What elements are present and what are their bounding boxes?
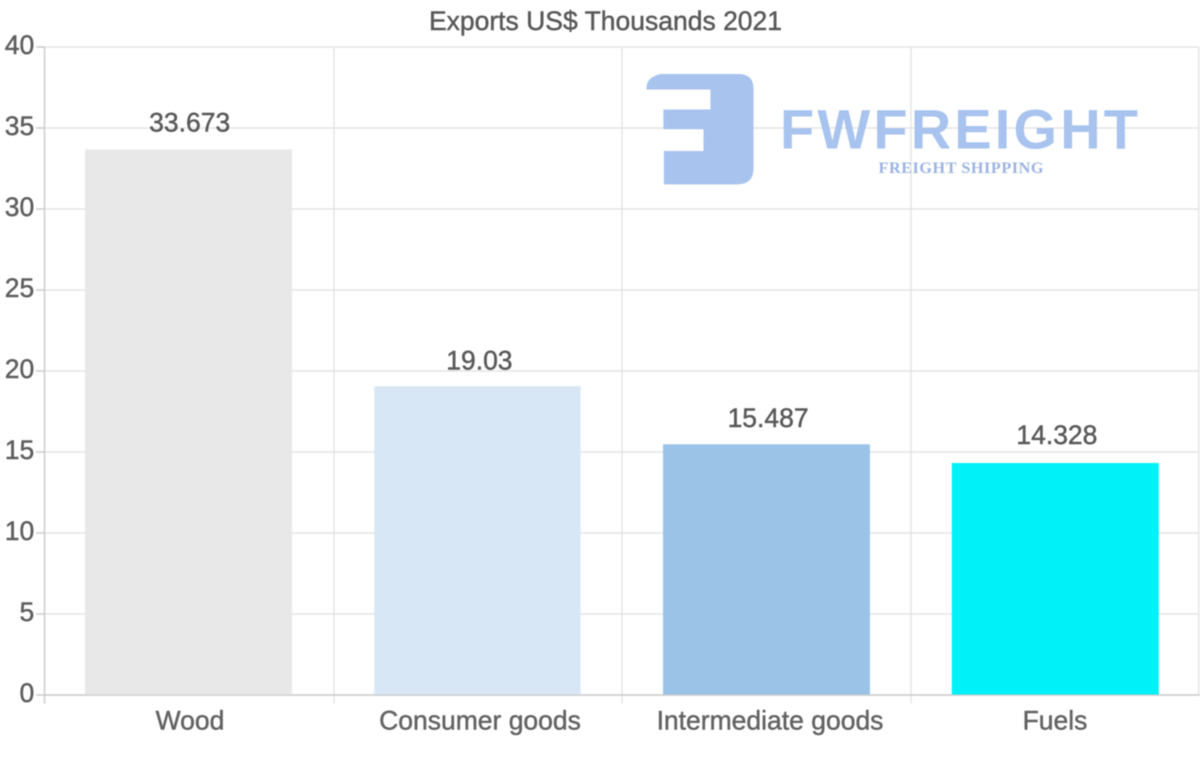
- svg-text:20: 20: [5, 354, 34, 384]
- svg-text:15.487: 15.487: [728, 403, 809, 433]
- svg-text:35: 35: [5, 111, 34, 141]
- svg-text:30: 30: [5, 192, 34, 222]
- svg-text:40: 40: [5, 30, 34, 60]
- svg-text:Exports US$ Thousands 2021: Exports US$ Thousands 2021: [429, 6, 782, 36]
- svg-text:0: 0: [19, 678, 34, 708]
- svg-text:FWFREIGHT: FWFREIGHT: [780, 97, 1138, 160]
- svg-text:FREIGHT SHIPPING: FREIGHT SHIPPING: [879, 159, 1044, 177]
- svg-text:33.673: 33.673: [149, 108, 230, 138]
- svg-text:Intermediate goods: Intermediate goods: [657, 706, 884, 736]
- svg-text:15: 15: [5, 435, 34, 465]
- svg-text:25: 25: [5, 273, 34, 303]
- svg-text:19.03: 19.03: [446, 346, 512, 376]
- svg-text:10: 10: [5, 516, 34, 546]
- svg-text:5: 5: [19, 597, 34, 627]
- svg-text:14.328: 14.328: [1016, 420, 1097, 450]
- svg-text:Fuels: Fuels: [1023, 706, 1088, 736]
- svg-text:Wood: Wood: [156, 706, 225, 736]
- svg-text:Consumer goods: Consumer goods: [379, 706, 581, 736]
